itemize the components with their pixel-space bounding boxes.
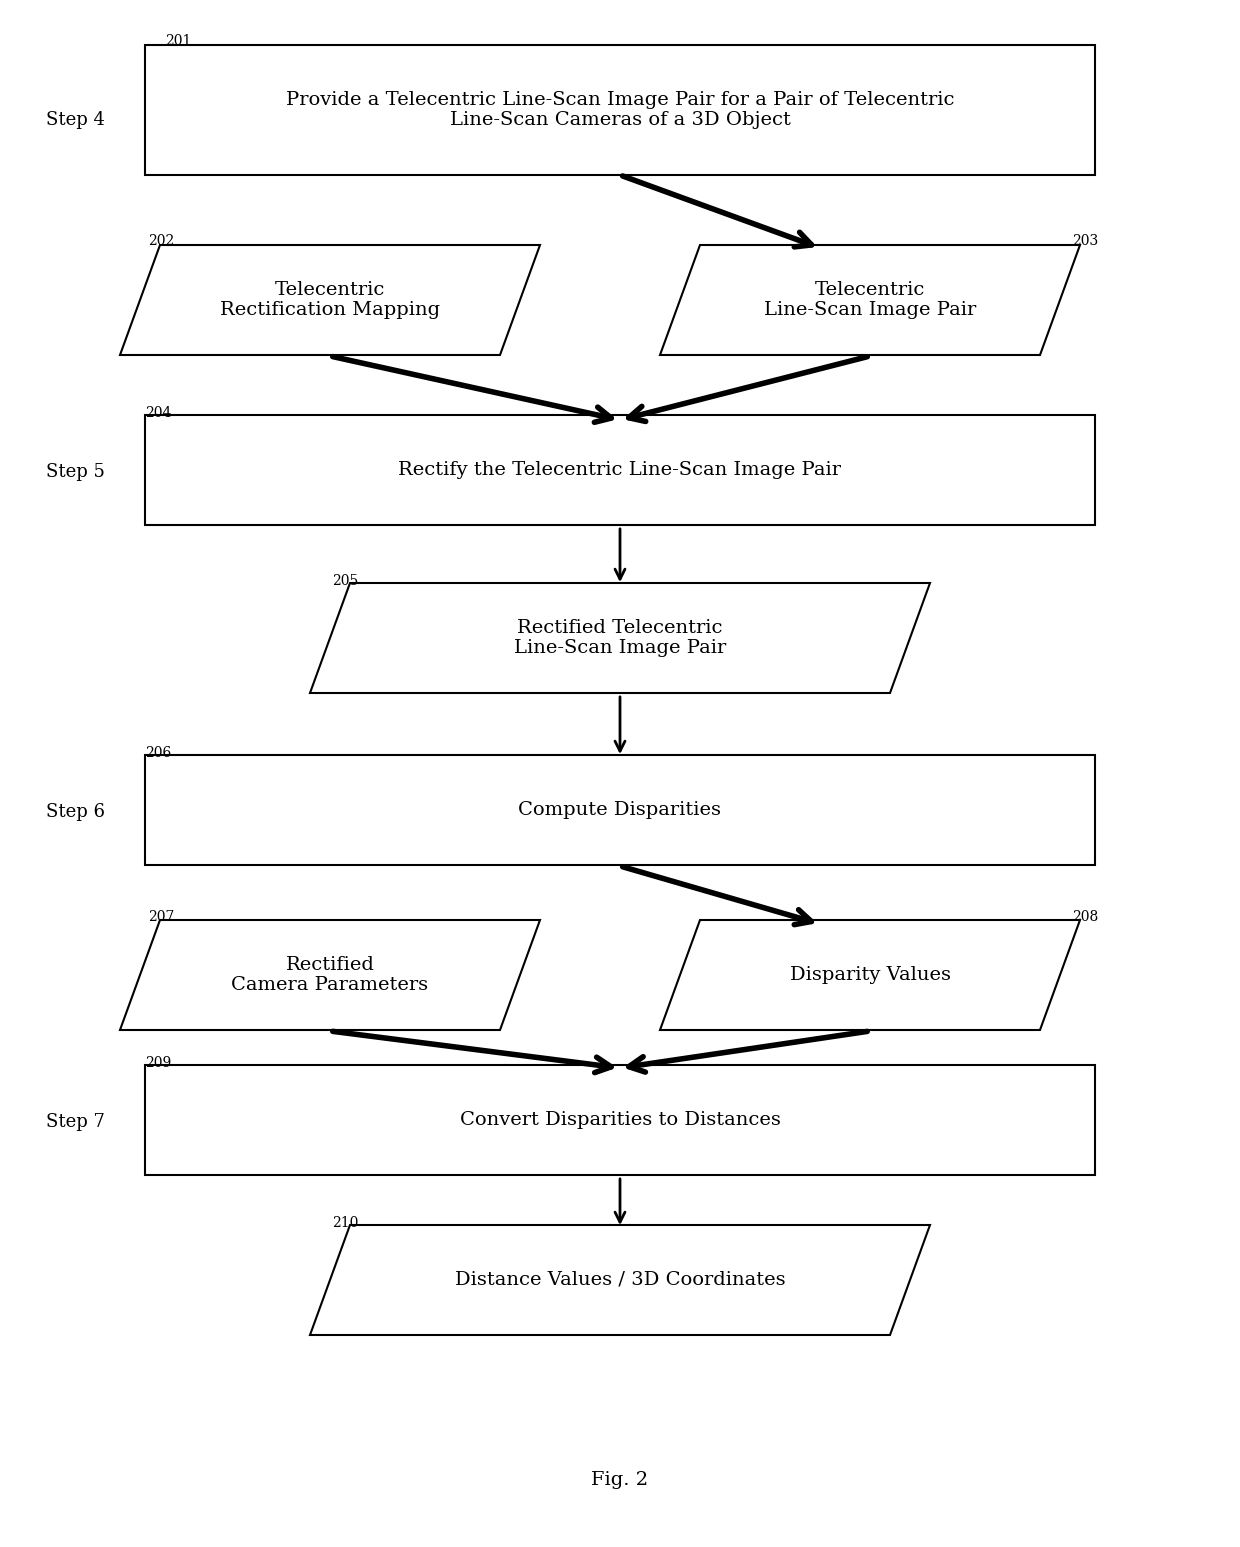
Text: 204: 204 [145,405,171,419]
Text: Fig. 2: Fig. 2 [591,1471,649,1490]
Polygon shape [120,244,539,354]
Text: 202: 202 [148,234,175,248]
Bar [145,1064,1095,1176]
Polygon shape [660,244,1080,354]
Text: 210: 210 [332,1216,358,1230]
Polygon shape [310,1225,930,1335]
Text: Telecentric
Rectification Mapping: Telecentric Rectification Mapping [219,280,440,319]
Text: Rectified Telecentric
Line-Scan Image Pair: Rectified Telecentric Line-Scan Image Pa… [513,619,727,657]
Text: 207: 207 [148,910,175,924]
Text: 203: 203 [1073,234,1099,248]
Text: Disparity Values: Disparity Values [790,965,951,984]
Polygon shape [310,583,930,693]
Text: 208: 208 [1073,910,1099,924]
Text: Rectify the Telecentric Line-Scan Image Pair: Rectify the Telecentric Line-Scan Image … [398,461,842,480]
Text: Distance Values / 3D Coordinates: Distance Values / 3D Coordinates [455,1272,785,1289]
Text: 209: 209 [145,1057,171,1071]
Text: 206: 206 [145,746,171,760]
Text: Step 6: Step 6 [46,803,104,821]
Polygon shape [120,920,539,1030]
Text: 205: 205 [332,574,358,588]
Bar [145,415,1095,524]
Text: Step 5: Step 5 [46,463,104,481]
Text: 201: 201 [165,34,191,48]
Text: Telecentric
Line-Scan Image Pair: Telecentric Line-Scan Image Pair [764,280,976,319]
Text: Compute Disparities: Compute Disparities [518,801,722,818]
Text: Step 4: Step 4 [46,111,104,128]
Bar [145,45,1095,175]
Text: Rectified
Camera Parameters: Rectified Camera Parameters [232,956,429,995]
Text: Convert Disparities to Distances: Convert Disparities to Distances [460,1111,780,1129]
Polygon shape [660,920,1080,1030]
Text: Step 7: Step 7 [46,1112,104,1131]
Text: Provide a Telecentric Line-Scan Image Pair for a Pair of Telecentric
Line-Scan C: Provide a Telecentric Line-Scan Image Pa… [285,91,955,130]
Bar [145,755,1095,865]
